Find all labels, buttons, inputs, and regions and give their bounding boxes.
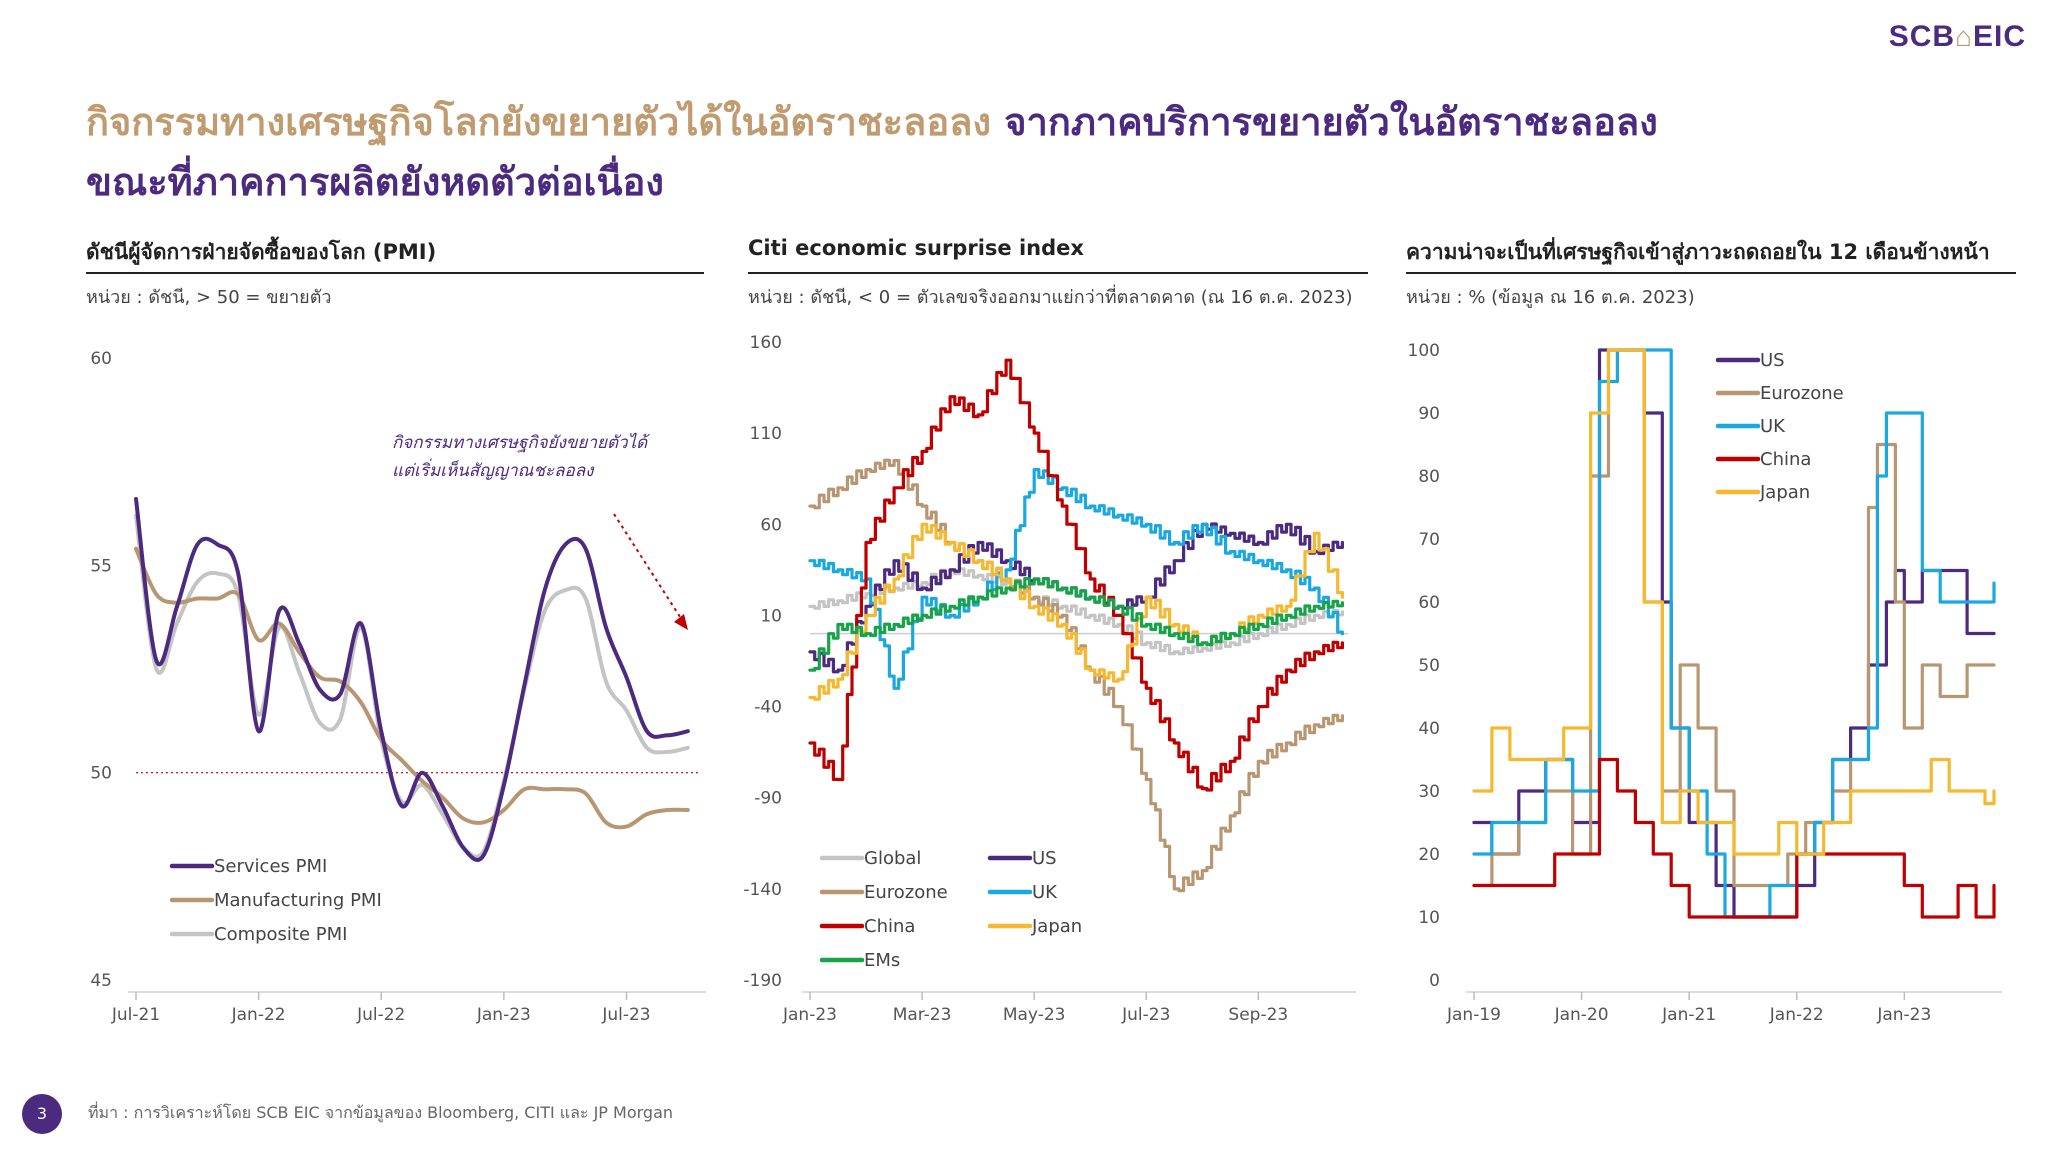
y-tick-label: 0 [1429, 971, 1440, 991]
y-tick-label: 55 [90, 556, 112, 576]
annotation-text: กิจกรรมทางเศรษฐกิจยังขยายตัวได้ [392, 432, 650, 453]
panel1-unit: หน่วย : ดัชนี, > 50 = ขยายตัว [86, 287, 332, 308]
panel3-rule [1406, 272, 2016, 274]
x-tick-label: Jan-23 [782, 1005, 837, 1025]
panel3-title: ความน่าจะเป็นที่เศรษฐกิจเข้าสู่ภาวะถดถอย… [1406, 240, 1990, 264]
x-tick-label: Jan-20 [1554, 1005, 1609, 1025]
y-tick-label: 80 [1418, 467, 1440, 487]
legend-label-manufacturing-pmi: Manufacturing PMI [214, 890, 382, 911]
legend-label-eurozone: Eurozone [864, 882, 948, 903]
series-line-manufacturing-pmi [134, 546, 690, 830]
y-tick-label: 30 [1418, 782, 1440, 802]
x-tick-label: Jul-23 [1121, 1005, 1170, 1025]
headline-line-2: ขณะที่ภาคการผลิตยังหดตัวต่อเนื่อง [86, 160, 664, 204]
legend-label-japan: Japan [1759, 482, 1810, 503]
x-tick-label: Mar-23 [893, 1005, 952, 1025]
series-line-eurozone [1472, 348, 1996, 888]
legend-label-japan: Japan [1031, 916, 1082, 937]
y-tick-label: 60 [90, 349, 112, 369]
legend-label-us: US [1032, 848, 1057, 869]
y-tick-label: 90 [1418, 404, 1440, 424]
series-line-china [808, 358, 1344, 792]
x-tick-label: Jul-23 [601, 1005, 650, 1025]
x-tick-label: Jan-23 [476, 1005, 531, 1025]
legend-label-china: China [864, 916, 915, 937]
page-headline: กิจกรรมทางเศรษฐกิจโลกยังขยายตัวได้ในอัตร… [86, 92, 1986, 212]
panel2-title: Citi economic surprise index [748, 236, 1084, 260]
y-tick-label: 40 [1418, 719, 1440, 739]
series-line-global [808, 567, 1344, 656]
y-tick-label: 20 [1418, 845, 1440, 865]
series-line-composite-pmi [134, 513, 690, 859]
legend-label-us: US [1760, 350, 1785, 371]
panel3-unit: หน่วย : % (ข้อมูล ณ 16 ต.ค. 2023) [1406, 287, 1695, 308]
legend-label-ems: EMs [864, 950, 900, 971]
series-line-services-pmi [134, 496, 690, 862]
y-tick-label: 160 [750, 333, 782, 353]
panel2-rule [748, 272, 1368, 274]
y-tick-label: -40 [754, 698, 782, 718]
x-tick-label: Jan-22 [231, 1005, 286, 1025]
y-tick-label: -190 [743, 971, 782, 991]
x-tick-label: Jan-23 [1876, 1005, 1931, 1025]
y-tick-label: -90 [754, 789, 782, 809]
logo-house-icon: ⌂ [1955, 21, 1973, 52]
logo-eic: EIC [1972, 20, 2026, 53]
panel1-title: ดัชนีผู้จัดการฝ่ายจัดซื้อของโลก (PMI) [86, 240, 437, 264]
y-tick-label: 50 [90, 764, 112, 784]
x-tick-label: Jul-21 [111, 1005, 160, 1025]
x-tick-label: May-23 [1003, 1005, 1066, 1025]
pmi-chart: 60 55 50 45 Jul-21 Jan-22 Jul-22 Jan-23 Jul-23 Se… [90, 349, 706, 1025]
y-tick-label: 70 [1418, 530, 1440, 550]
headline-part-1: กิจกรรมทางเศรษฐกิจโลกยังขยายตัวได้ในอัตร… [86, 100, 992, 144]
page-number-badge: 3 [22, 1094, 62, 1134]
annotation-arrowhead [674, 614, 688, 630]
y-tick-label: 60 [760, 515, 782, 535]
x-tick-label: Jul-22 [356, 1005, 405, 1025]
legend-label-global: Global [864, 848, 921, 869]
legend-label-uk: UK [1760, 416, 1786, 437]
y-tick-label: 60 [1418, 593, 1440, 613]
source-note: ที่มา : การวิเคราะห์โดย SCB EIC จากข้อมู… [88, 1103, 674, 1122]
y-tick-label: 45 [90, 971, 112, 991]
x-tick-label: Jan-22 [1769, 1005, 1824, 1025]
panel2-unit: หน่วย : ดัชนี, < 0 = ตัวเลขจริงออกมาแย่ก… [748, 287, 1353, 308]
logo-scb: SCB [1888, 20, 1956, 53]
y-tick-label: 10 [1418, 908, 1440, 928]
y-tick-label: 110 [750, 424, 782, 444]
legend-label-uk: UK [1032, 882, 1058, 903]
annotation-text: แต่เริ่มเห็นสัญญาณชะลอลง [392, 458, 595, 481]
headline-part-2: จากภาคบริการขยายตัวในอัตราชะลอลง [1004, 100, 1658, 144]
legend-label-composite-pmi: Composite PMI [214, 924, 347, 945]
y-tick-label: 100 [1408, 341, 1440, 361]
series-line-china [1472, 757, 1996, 919]
x-tick-label: Sep-23 [1228, 1005, 1288, 1025]
y-tick-label: 50 [1418, 656, 1440, 676]
series-line-uk [808, 468, 1344, 690]
legend-label-eurozone: Eurozone [1760, 383, 1844, 404]
x-tick-label: Jan-21 [1661, 1005, 1716, 1025]
y-tick-label: 10 [760, 606, 782, 626]
legend-label-china: China [1760, 449, 1811, 470]
brand-logo: SCB⌂EIC [1889, 20, 2026, 54]
x-tick-label: Jan-19 [1446, 1005, 1501, 1025]
series-line-ems [808, 577, 1344, 672]
annotation-arrow [613, 513, 683, 621]
y-tick-label: -140 [743, 880, 782, 900]
series-line-japan [1472, 348, 1996, 856]
panel1-rule [86, 272, 704, 274]
legend-label-services-pmi: Services PMI [214, 856, 327, 877]
